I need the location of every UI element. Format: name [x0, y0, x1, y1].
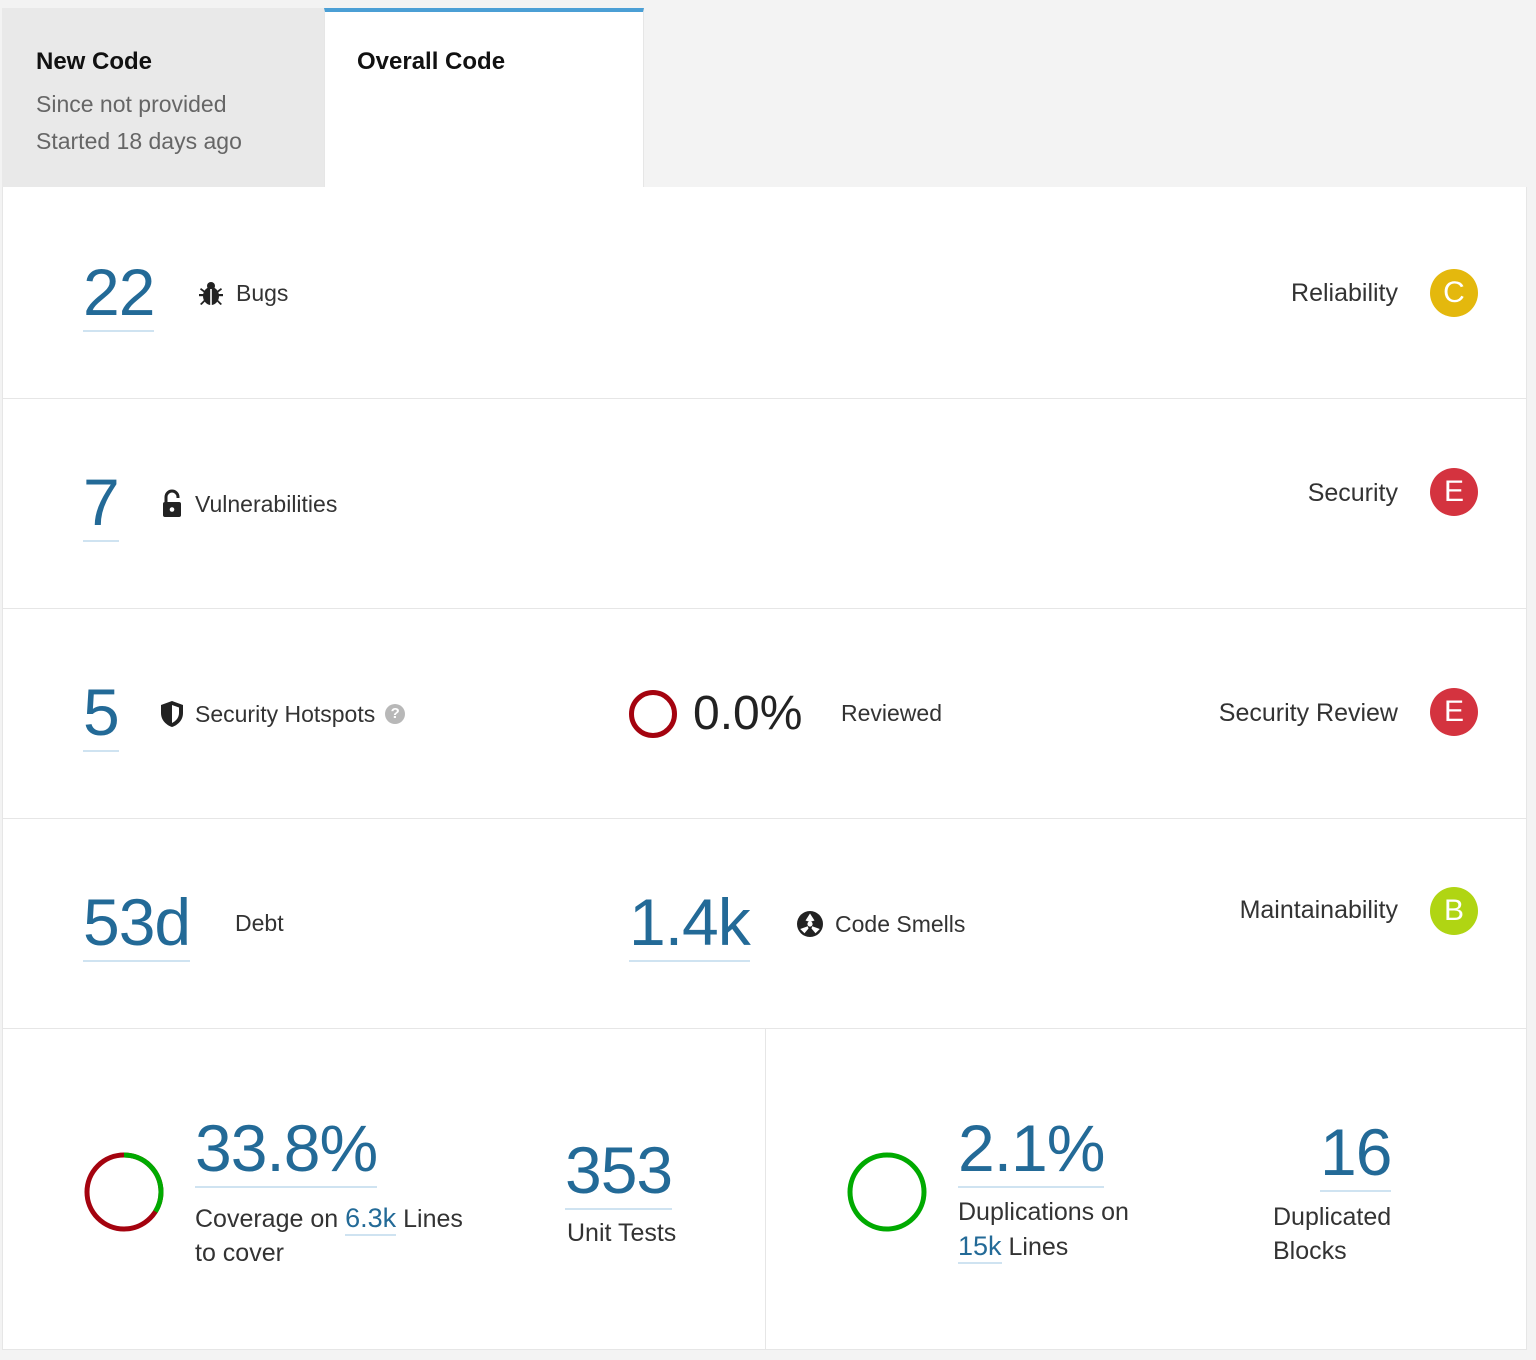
- help-icon[interactable]: ?: [385, 704, 406, 724]
- vulnerabilities-label-text: Vulnerabilities: [195, 491, 338, 517]
- bugs-label: Bugs: [196, 279, 288, 307]
- code-smells-label: Code Smells: [795, 909, 965, 939]
- reliability-row: 22 Bugs Reliability C: [3, 187, 1526, 399]
- reliability-rating-badge[interactable]: C: [1430, 269, 1478, 317]
- coverage-label: Coverage on 6.3k Lines to cover: [195, 1201, 463, 1270]
- duplications-lines-link[interactable]: 15k: [958, 1231, 1002, 1264]
- duplicated-blocks-count[interactable]: 16: [1320, 1119, 1392, 1192]
- hotspots-count[interactable]: 5: [83, 679, 120, 752]
- duplicated-blocks-label-2: Blocks: [1273, 1237, 1347, 1265]
- maintainability-row: 53d Debt 1.4k Code Smells Maintainabilit…: [3, 819, 1526, 1029]
- bugs-count[interactable]: 22: [83, 259, 155, 332]
- duplications-donut: [847, 1152, 927, 1232]
- vertical-divider: [765, 1029, 766, 1350]
- shield-icon: [161, 701, 183, 727]
- coverage-lines-link[interactable]: 6.3k: [345, 1203, 397, 1236]
- coverage-label-line2: to cover: [195, 1239, 284, 1267]
- security-review-rating-label: Security Review: [1218, 699, 1398, 727]
- duplicated-blocks-label: Duplicated Blocks: [1273, 1200, 1391, 1268]
- vulnerabilities-count[interactable]: 7: [83, 469, 120, 542]
- code-smells-count[interactable]: 1.4k: [629, 889, 751, 962]
- coverage-donut: [84, 1152, 164, 1232]
- tab-overall-code[interactable]: Overall Code: [324, 8, 644, 188]
- code-smells-label-text: Code Smells: [835, 911, 966, 937]
- bugs-label-text: Bugs: [236, 280, 289, 306]
- duplications-label-pre: Duplications on: [958, 1198, 1129, 1226]
- duplications-label: Duplications on 15k Lines: [958, 1195, 1129, 1264]
- debt-value[interactable]: 53d: [83, 889, 191, 962]
- security-row: 7 Vulnerabilities Security E: [3, 399, 1526, 609]
- unit-tests-count[interactable]: 353: [565, 1137, 673, 1210]
- unit-tests-label: Unit Tests: [567, 1219, 677, 1247]
- reliability-rating-label: Reliability: [1291, 279, 1398, 307]
- bug-icon: [199, 282, 223, 305]
- tab-new-code[interactable]: New Code Since not provided Started 18 d…: [2, 8, 324, 188]
- maintainability-rating-label: Maintainability: [1239, 896, 1398, 924]
- security-review-rating-badge[interactable]: E: [1430, 688, 1478, 736]
- lock-open-icon: [163, 489, 181, 517]
- tab-new-code-started: Started 18 days ago: [36, 128, 242, 154]
- measures-panel: 22 Bugs Reliability C 7: [2, 187, 1527, 1350]
- coverage-covered-arc: [84, 1152, 164, 1232]
- tab-bar: New Code Since not provided Started 18 d…: [0, 0, 1536, 188]
- tab-new-code-since: Since not provided: [36, 91, 227, 117]
- reviewed-percent[interactable]: 0.0%: [693, 687, 803, 740]
- debt-label: Debt: [235, 910, 284, 936]
- hotspots-label: Security Hotspots ?: [159, 699, 406, 729]
- coverage-label-post: Lines: [403, 1205, 463, 1233]
- vulnerabilities-label: Vulnerabilities: [161, 489, 337, 519]
- coverage-label-pre: Coverage on: [195, 1205, 339, 1233]
- coverage-percent[interactable]: 33.8%: [195, 1115, 378, 1188]
- security-rating-badge[interactable]: E: [1430, 468, 1478, 516]
- duplicated-blocks-label-1: Duplicated: [1273, 1203, 1392, 1231]
- reviewed-donut: [629, 690, 677, 738]
- maintainability-rating-badge[interactable]: B: [1430, 887, 1478, 935]
- code-smell-icon: [797, 911, 823, 937]
- tab-overall-code-title: Overall Code: [357, 48, 506, 75]
- hotspots-row: 5 Security Hotspots ? 0.0% Reviewed Secu…: [3, 609, 1526, 819]
- hotspots-label-text: Security Hotspots: [195, 701, 376, 727]
- duplications-percent[interactable]: 2.1%: [958, 1115, 1105, 1188]
- security-rating-label: Security: [1307, 479, 1398, 507]
- tab-new-code-title: New Code: [36, 48, 153, 75]
- duplications-label-post: Lines: [1008, 1233, 1069, 1261]
- reviewed-label: Reviewed: [841, 700, 942, 726]
- coverage-duplications-row: 33.8% Coverage on 6.3k Lines to cover 35…: [3, 1029, 1526, 1350]
